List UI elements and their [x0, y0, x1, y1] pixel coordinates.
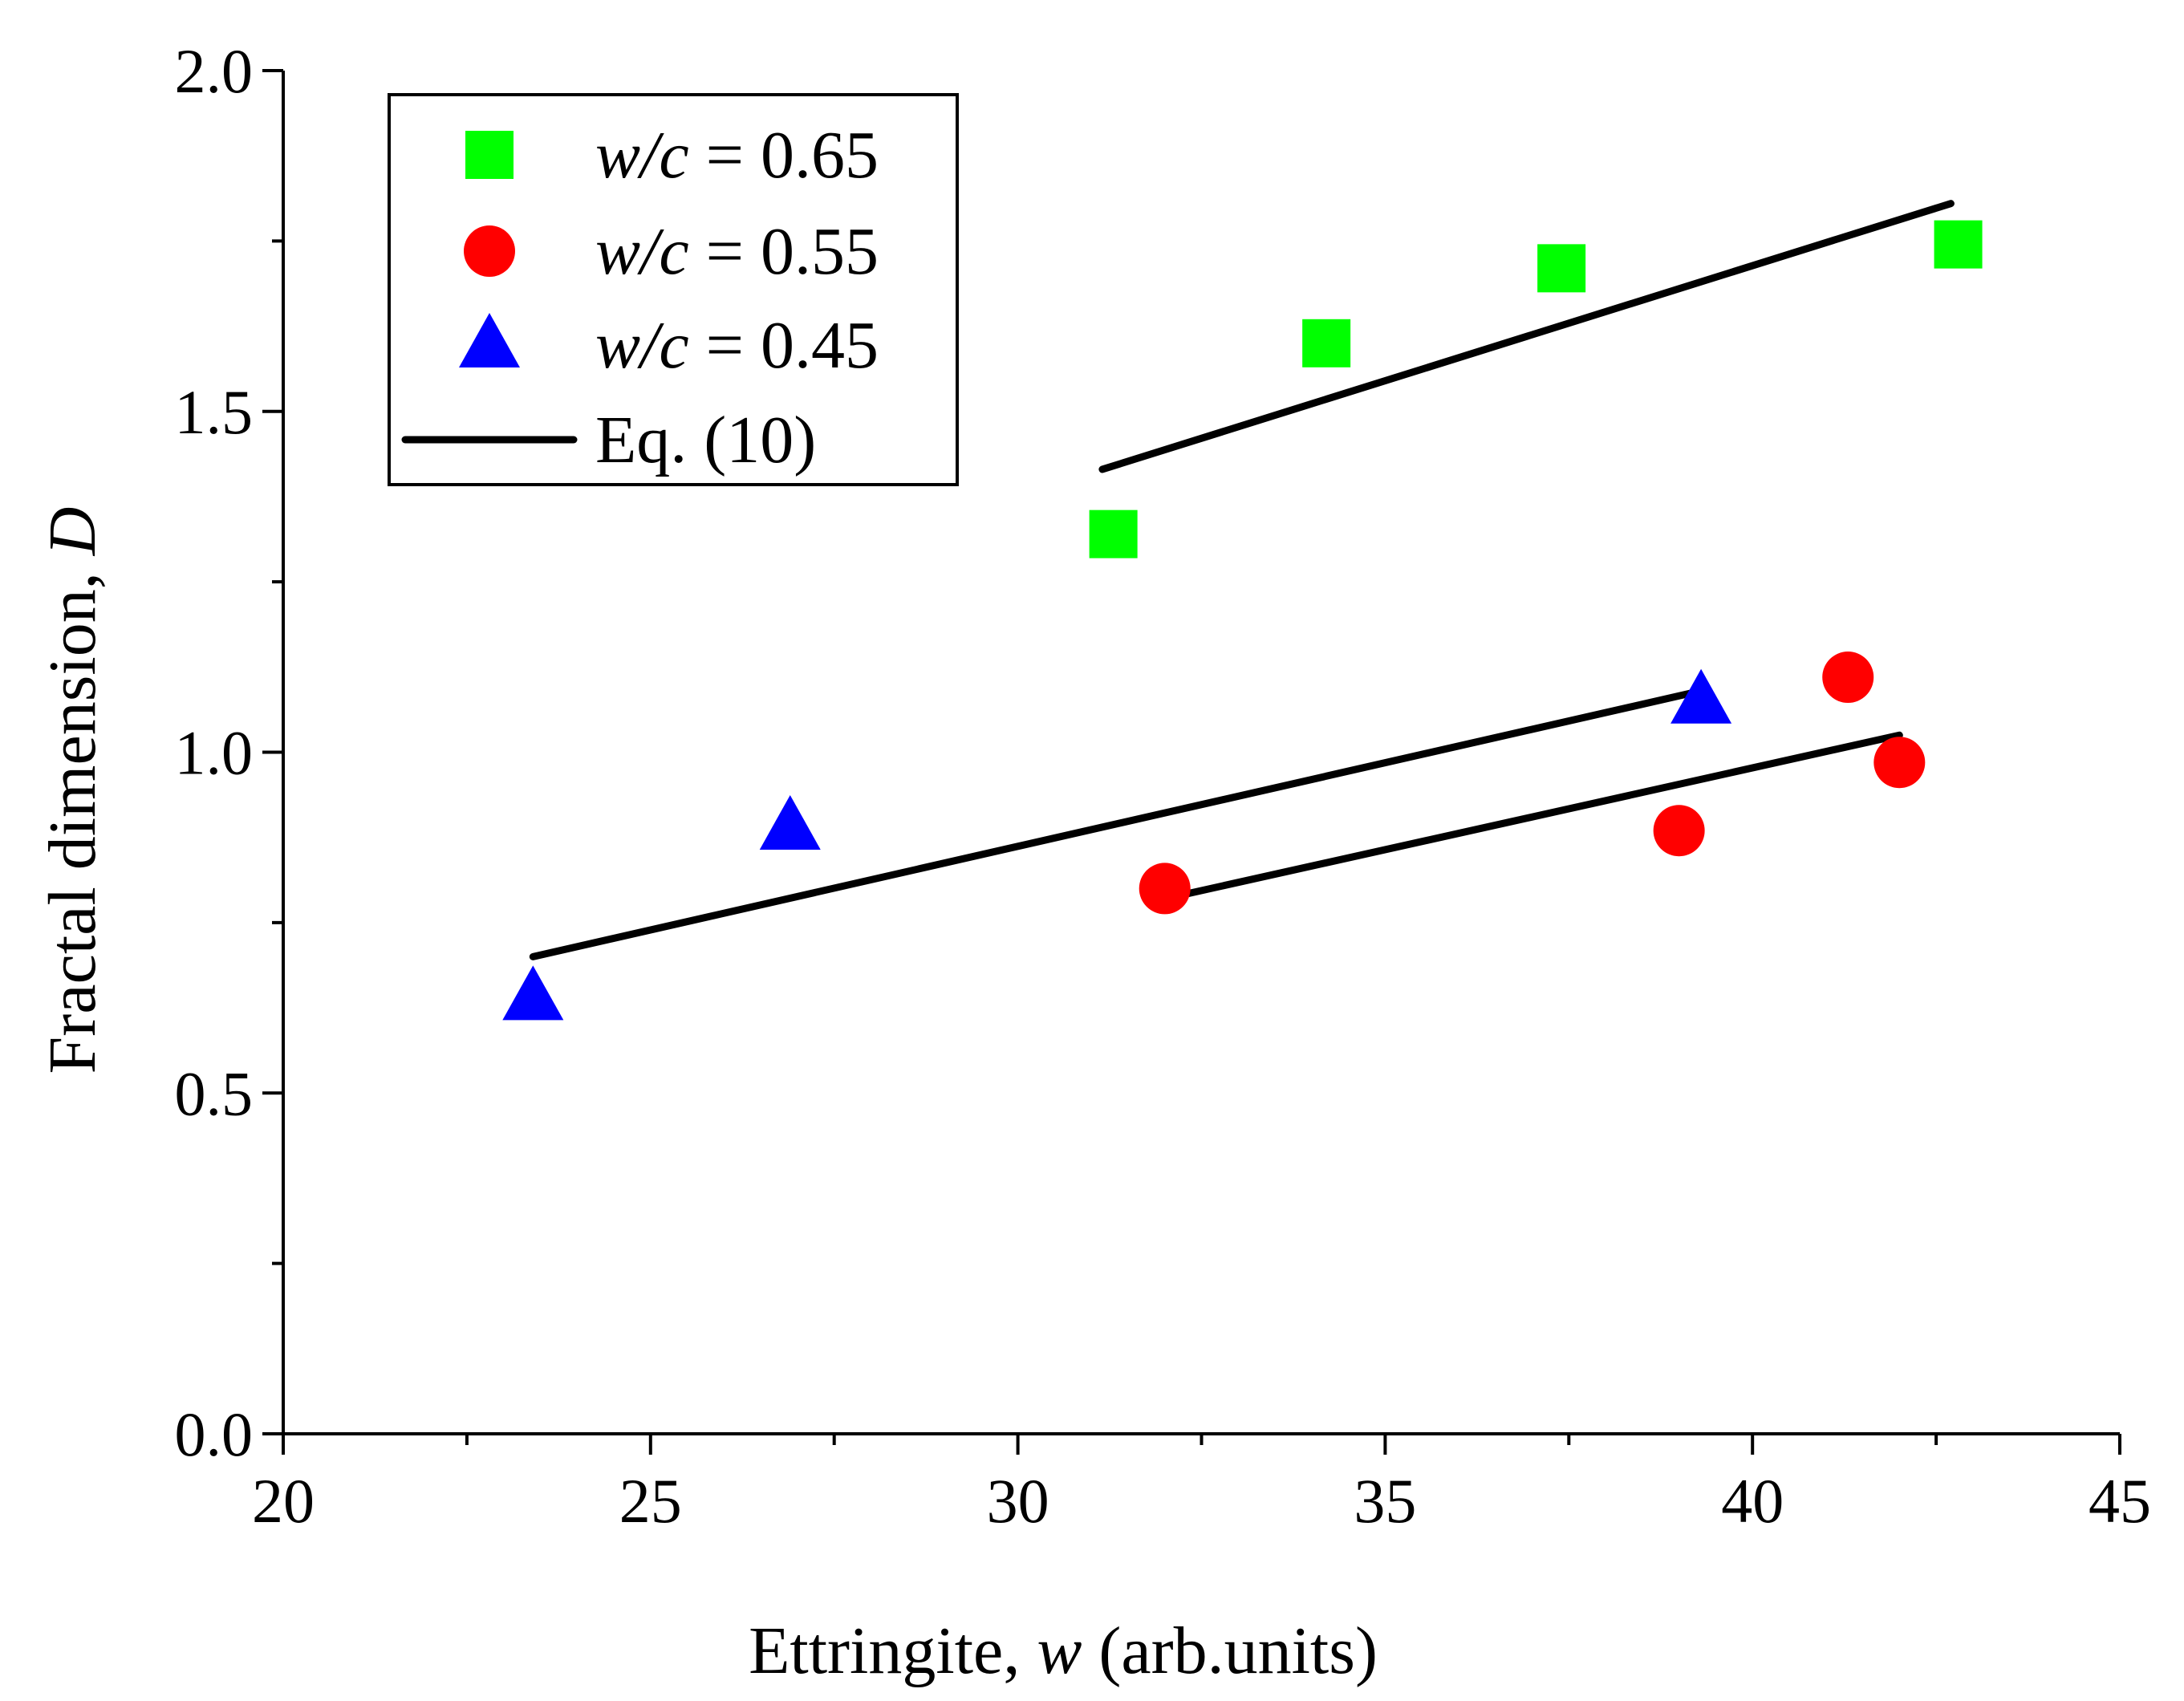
data-point-square — [1934, 220, 1983, 269]
x-tick-label: 45 — [2089, 1466, 2151, 1536]
markers — [502, 220, 1983, 1021]
x-tick-label: 30 — [987, 1466, 1049, 1536]
x-axis-title: Ettringite, w (arb.units) — [749, 1614, 1378, 1688]
x-tick-label: 40 — [1721, 1466, 1784, 1536]
legend-label-fit: Eq. (10) — [595, 403, 816, 477]
x-tick-label: 20 — [252, 1466, 315, 1536]
x-tick-label: 25 — [619, 1466, 682, 1536]
data-point-circle — [1822, 652, 1874, 704]
fit-lines — [529, 200, 1955, 960]
data-point-square — [1537, 244, 1586, 293]
data-point-triangle — [502, 965, 564, 1021]
data-point-circle — [1139, 863, 1191, 915]
data-point-circle — [1873, 737, 1926, 789]
fit-line-square — [1098, 200, 1955, 473]
y-tick-label: 0.5 — [175, 1058, 254, 1128]
data-point-triangle — [1670, 668, 1732, 724]
x-tick-label: 35 — [1354, 1466, 1416, 1536]
ticks: 20 25 30 35 40 45 0.0 0.5 1.0 1.5 2.0 — [175, 36, 2152, 1536]
legend-marker-circle — [464, 225, 515, 277]
data-point-circle — [1653, 805, 1705, 857]
y-tick-label: 2.0 — [175, 36, 254, 106]
legend-label-triangle: w/c = 0.45 — [595, 308, 879, 383]
y-tick-label: 1.5 — [175, 377, 254, 447]
fit-line-circle — [1161, 731, 1903, 903]
legend-label-circle: w/c = 0.55 — [595, 214, 879, 289]
data-point-triangle — [759, 794, 821, 850]
legend: w/c = 0.65 w/c = 0.55 w/c = 0.45 Eq. (10) — [388, 93, 959, 486]
data-point-square — [1302, 319, 1351, 367]
y-tick-label: 0.0 — [175, 1399, 254, 1469]
y-axis-title: Fractal dimension, D — [35, 507, 110, 1074]
data-point-square — [1089, 509, 1138, 558]
legend-marker-triangle — [459, 313, 520, 367]
legend-label-square: w/c = 0.65 — [595, 118, 879, 193]
legend-marker-square — [465, 131, 514, 179]
fit-line-triangle — [529, 687, 1705, 960]
y-tick-label: 1.0 — [175, 718, 254, 788]
